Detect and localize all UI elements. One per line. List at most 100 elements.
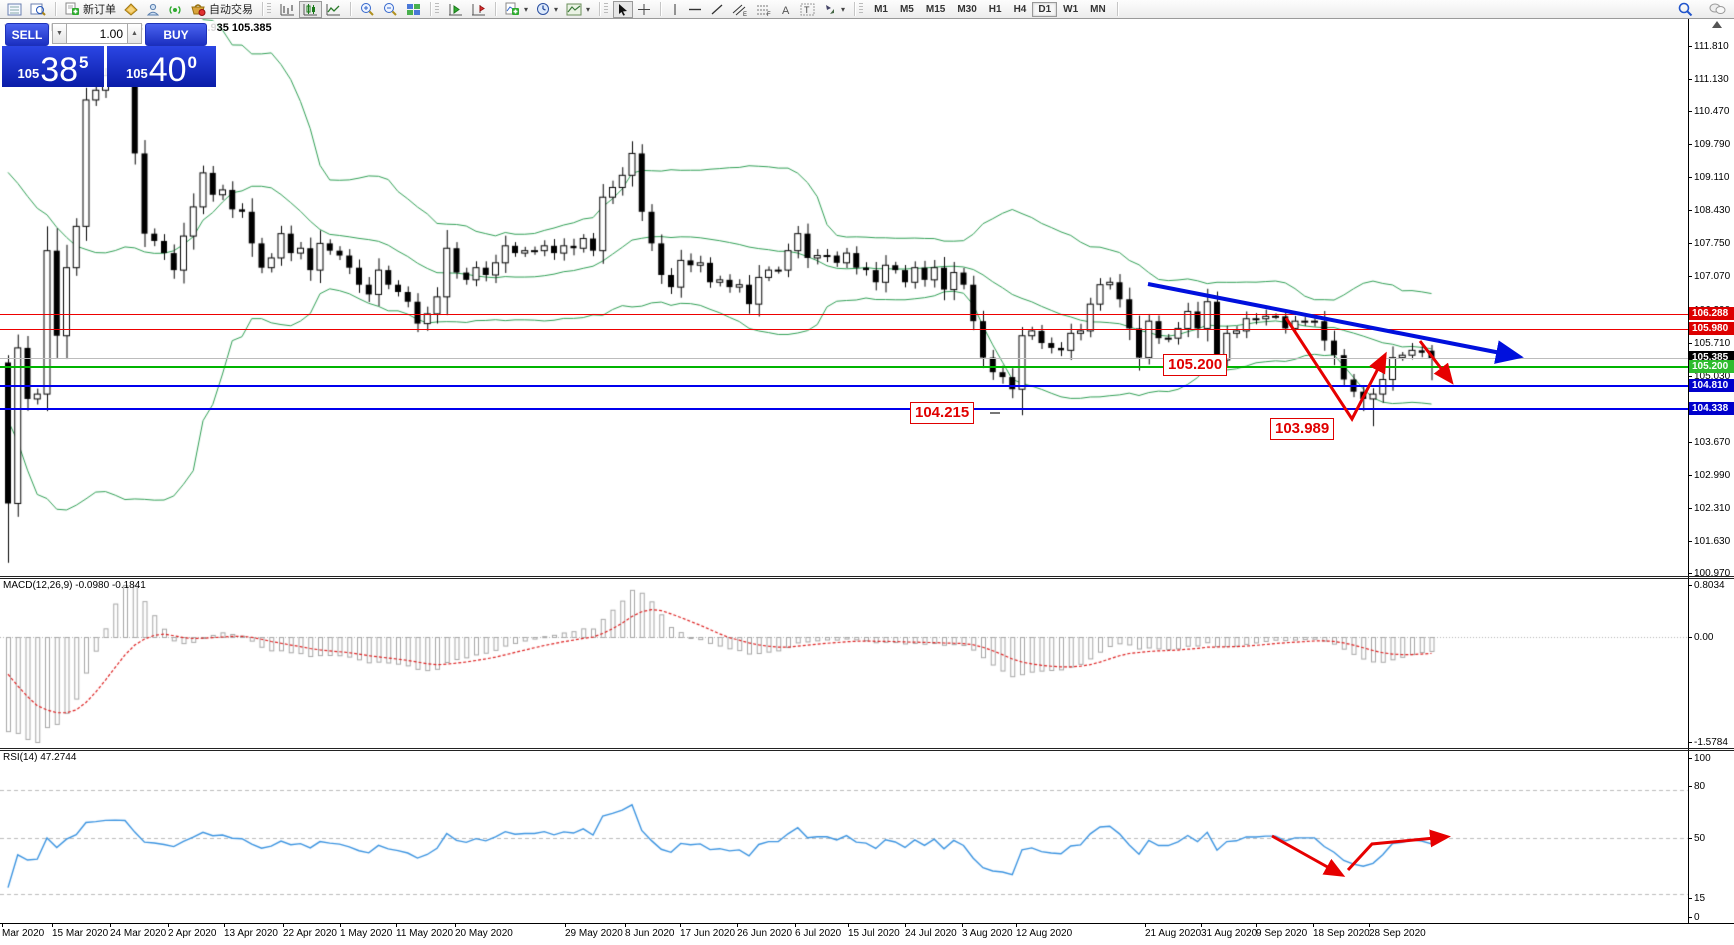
community-button[interactable] (1705, 0, 1730, 18)
tile-windows-button[interactable] (402, 1, 425, 18)
price-badge-104.338: 104.338 (1689, 402, 1734, 415)
date-label: 15 Jul 2020 (848, 928, 900, 939)
date-label: 6 Jul 2020 (795, 928, 842, 939)
price-tick-label: 105.030 (1694, 370, 1731, 382)
timeframe-button-mn[interactable]: MN (1090, 3, 1106, 15)
price-tick-label: 110.470 (1694, 106, 1730, 118)
annotation-dash (990, 412, 1000, 414)
date-label: 2 Apr 2020 (168, 928, 217, 939)
crosshair-button[interactable] (633, 1, 655, 18)
vline-tool-button[interactable] (666, 1, 684, 18)
date-label: 31 Aug 2020 (1201, 928, 1258, 939)
timeframe-group: M1 M5 M15 M30 H1 H4 D1 W1 MN (865, 0, 1115, 18)
annotation-label-105.200[interactable]: 105.200 (1163, 354, 1228, 376)
chart-shift-button[interactable] (467, 1, 490, 18)
line-chart-button[interactable] (322, 1, 345, 18)
data-window-button[interactable] (26, 1, 50, 18)
zoom-in-icon (361, 3, 374, 16)
autotrade-button[interactable]: 自动交易 (186, 0, 257, 19)
sell-quote-box[interactable]: 105 38 5 (2, 46, 104, 87)
sell-button[interactable]: SELL (5, 23, 49, 46)
periods-clock-icon (537, 3, 550, 15)
pane-separator[interactable] (0, 748, 1734, 749)
volume-increase-button[interactable]: ▲ (127, 23, 142, 44)
price-tick-label: 108.430 (1694, 205, 1731, 217)
time-axis-line (0, 923, 1734, 924)
price-tick-label: 101.630 (1694, 535, 1731, 547)
level-line-105.385[interactable] (0, 358, 1688, 359)
templates-icon (566, 3, 582, 15)
new-order-button[interactable]: 新订单 (61, 0, 120, 19)
scroll-indicator-icon[interactable] (1712, 21, 1722, 28)
shapes-tool-button[interactable]: ▾ (819, 1, 849, 18)
zoom-in-button[interactable] (356, 0, 379, 18)
timeframe-button-w1[interactable]: W1 (1063, 3, 1079, 15)
price-badge-106.288: 106.288 (1689, 307, 1734, 320)
sell-price-pips: 38 (40, 51, 79, 89)
templates-button[interactable]: ▾ (562, 1, 594, 18)
timeframe-button-h4[interactable]: H4 (1013, 3, 1027, 15)
volume-input[interactable] (67, 23, 127, 44)
timeframe-button-m15[interactable]: M15 (925, 3, 946, 15)
price-badge-105.200: 105.200 (1689, 360, 1734, 373)
level-line-106.288[interactable] (0, 314, 1688, 315)
annotation-label-104.215[interactable]: 104.215 (910, 402, 975, 424)
timeframe-button-m30[interactable]: M30 (957, 3, 977, 15)
search-button[interactable] (1674, 0, 1697, 18)
profile-icon (146, 3, 160, 15)
level-line-104.810[interactable] (0, 385, 1688, 387)
level-line-104.338[interactable] (0, 408, 1688, 410)
timeframe-button-d1[interactable]: D1 (1032, 1, 1058, 17)
price-chart-canvas[interactable] (0, 18, 1734, 945)
candle-chart-button[interactable] (299, 0, 322, 18)
annotation-label-103.989[interactable]: 103.989 (1270, 418, 1335, 440)
price-tick-label: 111.130 (1694, 74, 1729, 86)
cursor-button[interactable] (613, 0, 634, 18)
channel-tool-button[interactable]: E (728, 1, 752, 18)
buy-price-point: 0 (187, 53, 197, 72)
pane-separator[interactable] (0, 750, 1734, 751)
search-icon (1678, 2, 1693, 16)
macd-label: MACD(12,26,9) -0.0980 -0.1841 (3, 580, 146, 591)
price-tick-label: 107.070 (1694, 271, 1731, 283)
price-tick-label: 105.710 (1694, 337, 1731, 349)
volume-decrease-button[interactable]: ▼ (52, 23, 67, 44)
timeframe-button-h1[interactable]: H1 (988, 3, 1002, 15)
indicators-caret-icon: ▾ (524, 4, 529, 14)
auto-scroll-icon (449, 3, 462, 15)
pane-separator[interactable] (0, 578, 1734, 579)
profile-button[interactable] (142, 1, 164, 18)
price-tick-label: 109.110 (1694, 172, 1730, 184)
periods-button[interactable]: ▾ (532, 0, 562, 18)
autotrade-label: 自动交易 (209, 4, 253, 16)
market-watch-button[interactable] (3, 1, 26, 18)
indicators-button[interactable]: ▾ (501, 0, 532, 18)
date-label: 12 Aug 2020 (1016, 928, 1073, 939)
bar-chart-button[interactable] (276, 1, 299, 18)
fibonacci-tool-button[interactable]: F (752, 1, 776, 18)
signals-icon (169, 5, 181, 14)
timeframe-button-m1[interactable]: M1 (874, 3, 888, 15)
auto-scroll-button[interactable] (444, 1, 467, 18)
buy-quote-box[interactable]: 105 40 0 (107, 46, 216, 87)
signals-button[interactable] (164, 1, 186, 18)
new-order-icon (65, 2, 79, 15)
zoom-out-button[interactable] (379, 0, 402, 18)
buy-price-figure: 105 (126, 66, 148, 81)
level-line-105.200[interactable] (0, 366, 1688, 368)
hline-tool-button[interactable] (684, 1, 706, 18)
trendline-tool-button[interactable] (706, 1, 728, 18)
label-tool-button[interactable]: T (796, 1, 819, 18)
pane-separator[interactable] (0, 576, 1734, 577)
buy-button[interactable]: BUY (145, 23, 207, 46)
chart-window: USDJPY-,Daily 105.543 105.659 104.935 10… (0, 18, 1734, 945)
styler-button[interactable] (120, 1, 142, 18)
text-tool-button[interactable]: A (776, 1, 796, 18)
text-icon: A (782, 5, 790, 16)
timeframe-button-m5[interactable]: M5 (899, 3, 914, 15)
date-label: 8 Jun 2020 (625, 928, 675, 939)
trendline-icon (711, 4, 723, 14)
date-label: 29 May 2020 (565, 928, 623, 939)
autotrade-icon (191, 4, 206, 16)
level-line-105.980[interactable] (0, 329, 1688, 330)
